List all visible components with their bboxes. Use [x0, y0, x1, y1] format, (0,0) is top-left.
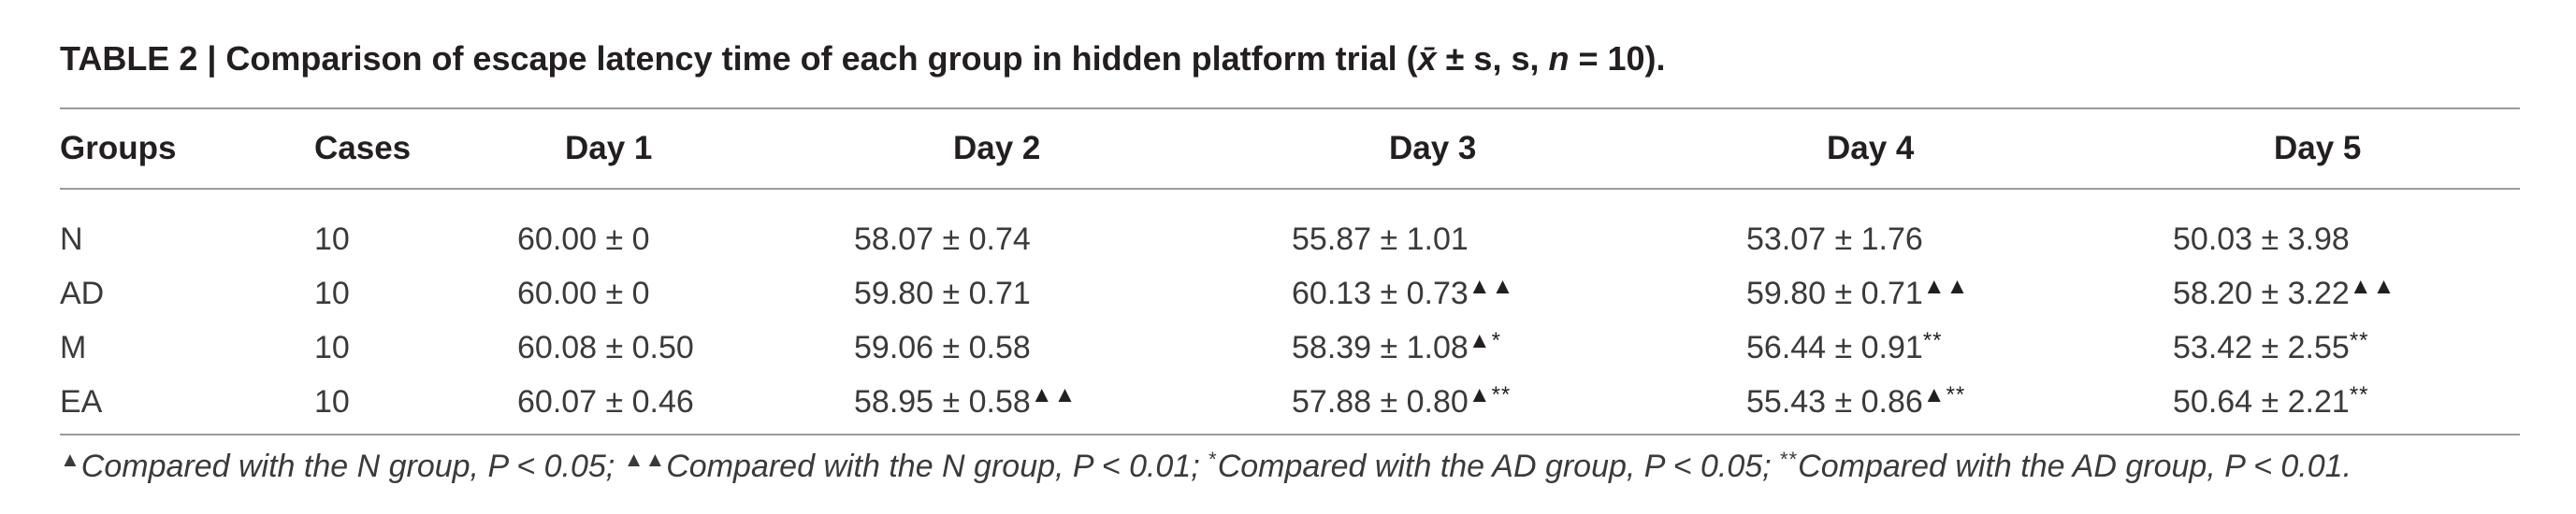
table-row: EA 10 60.07 ± 0.46 58.95 ± 0.58▲▲ 57.88 ± 0.… [60, 375, 2520, 429]
footnote-mark: * [1208, 448, 1218, 471]
cell-value: 53.42 ± 2.55 [2173, 329, 2350, 365]
significance-mark: ▲▲ [1922, 273, 1970, 299]
cell-value: 58.07 ± 0.74 [854, 221, 1031, 257]
significance-mark: ▲▲ [1030, 381, 1078, 407]
cell-value: 60.00 ± 0 [517, 221, 650, 257]
cell-value: 59.06 ± 0.58 [854, 329, 1031, 365]
cell-day-2: 59.80 ± 0.71 [854, 266, 1292, 321]
cell-cases: 10 [314, 329, 350, 365]
header-cases: Cases [314, 130, 412, 166]
cell-value: 58.95 ± 0.58 [854, 383, 1031, 420]
bottom-rule [60, 434, 2520, 435]
table-row: AD 10 60.00 ± 0 59.80 ± 0.71 60.13 ± 0.73▲▲ 5… [60, 266, 2520, 321]
caption-mean-symbol: x̄ [1417, 39, 1437, 78]
footnote-mark: ** [1780, 448, 1799, 471]
header-day-4: Day 4 [1827, 130, 1915, 166]
cell-value: 53.07 ± 1.76 [1746, 221, 1923, 257]
caption-separator: | [197, 39, 226, 78]
table-row: M 10 60.08 ± 0.50 59.06 ± 0.58 58.39 ± 1.08▲… [60, 321, 2520, 375]
significance-mark: ▲▲ [1468, 273, 1515, 299]
significance-mark: ** [1922, 327, 1943, 353]
header-day-5: Day 5 [2274, 130, 2362, 166]
significance-mark: ** [2349, 327, 2369, 353]
cell-day-2: 58.07 ± 0.74 [854, 188, 1292, 266]
cell-value: 55.43 ± 0.86 [1746, 383, 1923, 420]
cell-group: M [60, 329, 87, 365]
cell-value: 58.20 ± 3.22 [2173, 275, 2350, 311]
cell-day-4: 59.80 ± 0.71▲▲ [1731, 266, 2173, 321]
caption-label: TABLE 2 [60, 39, 198, 78]
cell-day-1: 60.08 ± 0.50 [473, 321, 854, 375]
cell-day-2: 58.95 ± 0.58▲▲ [854, 375, 1292, 429]
cell-day-3: 60.13 ± 0.73▲▲ [1292, 266, 1731, 321]
significance-mark: ▲** [1468, 381, 1512, 407]
cell-value: 57.88 ± 0.80 [1292, 383, 1469, 420]
footnote-text: Compared with the AD group, P < 0.01. [1798, 449, 2352, 484]
footnote-text: Compared with the N group, P < 0.05; [80, 449, 624, 484]
cell-group: AD [60, 275, 105, 311]
cell-cases: 10 [314, 221, 350, 257]
cell-day-5: 50.64 ± 2.21** [2173, 375, 2520, 429]
cell-day-4: 55.43 ± 0.86▲** [1731, 375, 2173, 429]
cell-day-3: 55.87 ± 1.01 [1292, 188, 1731, 266]
footnote-text: Compared with the AD group, P < 0.05; [1217, 449, 1781, 484]
cell-day-3: 58.39 ± 1.08▲* [1292, 321, 1731, 375]
cell-value: 50.64 ± 2.21 [2173, 383, 2350, 420]
table-caption: TABLE 2 | Comparison of escape latency t… [60, 36, 1666, 82]
cell-value: 50.03 ± 3.98 [2173, 221, 2350, 257]
significance-mark: ▲** [1922, 381, 1966, 407]
cell-day-5: 58.20 ± 3.22▲▲ [2173, 266, 2520, 321]
significance-mark: ** [2349, 381, 2369, 407]
cell-value: 60.08 ± 0.50 [517, 329, 694, 365]
cell-day-5: 50.03 ± 3.98 [2173, 188, 2520, 266]
footnote-mark: ▲ [60, 448, 81, 471]
cell-group: EA [60, 383, 103, 420]
cell-value: 60.13 ± 0.73 [1292, 275, 1469, 311]
cell-day-5: 53.42 ± 2.55** [2173, 321, 2520, 375]
significance-mark: ▲* [1468, 327, 1501, 353]
cell-day-1: 60.00 ± 0 [473, 266, 854, 321]
footnote-mark: ▲▲ [623, 448, 667, 471]
cell-group: N [60, 221, 83, 257]
data-table: Groups Cases Day 1 Day 2 Day 3 Day 4 Day… [60, 109, 2520, 429]
cell-value: 60.07 ± 0.46 [517, 383, 694, 420]
cell-value: 60.00 ± 0 [517, 275, 650, 311]
header-day-1: Day 1 [565, 130, 653, 166]
table-footnote: ▲Compared with the N group, P < 0.05; ▲▲… [60, 443, 2520, 490]
cell-day-4: 53.07 ± 1.76 [1731, 188, 2173, 266]
cell-day-1: 60.07 ± 0.46 [473, 375, 854, 429]
caption-stat-text: ± s, s, [1436, 39, 1549, 78]
header-day-2: Day 2 [953, 130, 1041, 166]
table-row: N 10 60.00 ± 0 58.07 ± 0.74 55.87 ± 1.01 53.0… [60, 188, 2520, 266]
cell-day-3: 57.88 ± 0.80▲** [1292, 375, 1731, 429]
footnote-text: Compared with the N group, P < 0.01; [666, 449, 1209, 484]
header-day-3: Day 3 [1389, 130, 1477, 166]
cell-value: 58.39 ± 1.08 [1292, 329, 1469, 365]
cell-day-2: 59.06 ± 0.58 [854, 321, 1292, 375]
header-row: Groups Cases Day 1 Day 2 Day 3 Day 4 Day… [60, 109, 2520, 188]
header-groups: Groups [60, 130, 177, 166]
caption-n-value: = 10). [1569, 39, 1666, 78]
header-rule [60, 188, 2520, 190]
significance-mark: ▲▲ [2349, 273, 2396, 299]
cell-cases: 10 [314, 275, 350, 311]
top-rule [60, 107, 2520, 109]
cell-day-4: 56.44 ± 0.91** [1731, 321, 2173, 375]
cell-value: 59.80 ± 0.71 [1746, 275, 1923, 311]
cell-value: 59.80 ± 0.71 [854, 275, 1031, 311]
caption-n-symbol: n [1548, 39, 1570, 78]
cell-cases: 10 [314, 383, 350, 420]
cell-day-1: 60.00 ± 0 [473, 188, 854, 266]
caption-text: Comparison of escape latency time of eac… [225, 39, 1418, 78]
cell-value: 56.44 ± 0.91 [1746, 329, 1923, 365]
cell-value: 55.87 ± 1.01 [1292, 221, 1469, 257]
